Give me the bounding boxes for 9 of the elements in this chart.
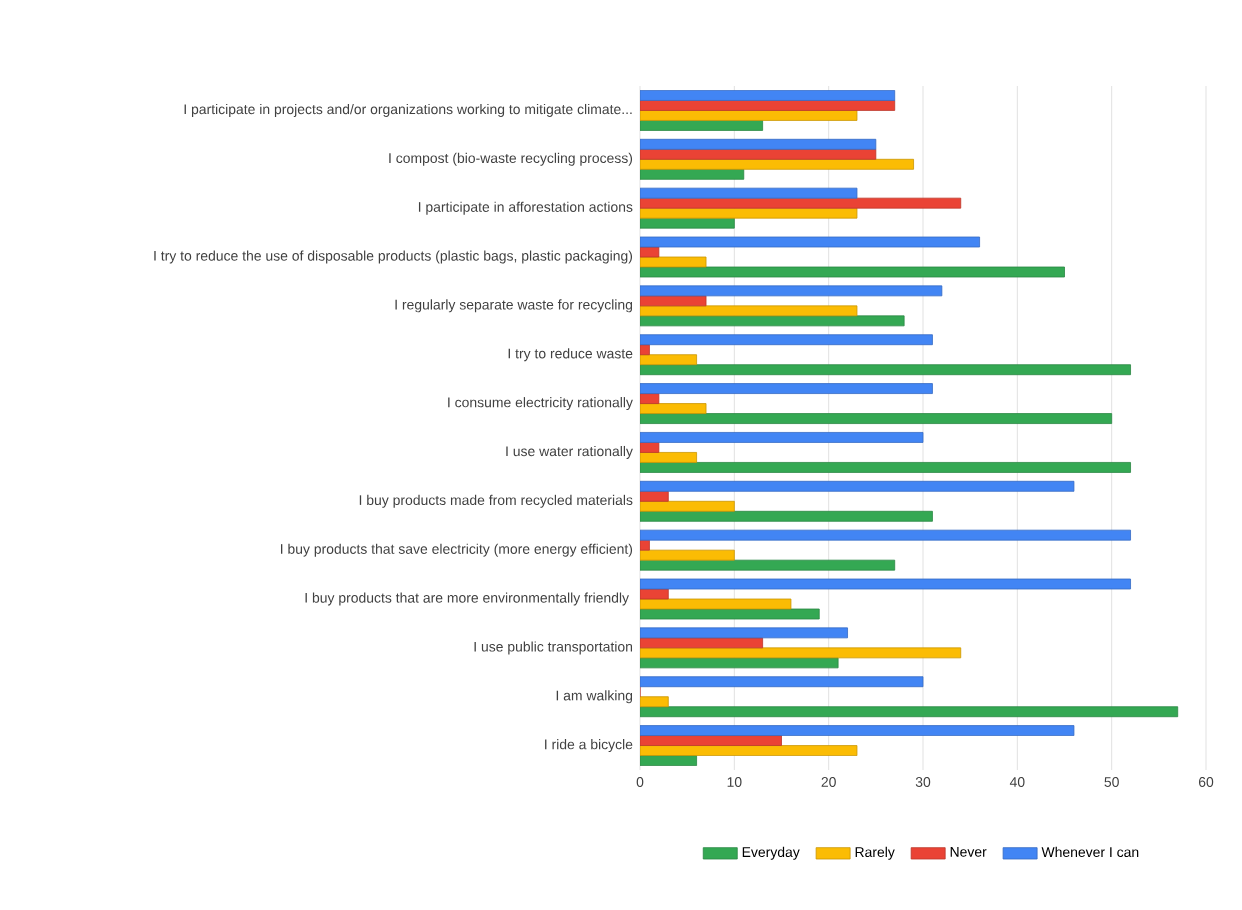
bar xyxy=(640,413,1113,424)
bar xyxy=(640,725,1075,736)
bar xyxy=(640,334,933,346)
bar xyxy=(640,706,1179,718)
bar xyxy=(640,510,933,522)
bar xyxy=(640,383,933,394)
bar xyxy=(640,480,1075,492)
bar xyxy=(640,462,1131,473)
bar xyxy=(640,364,1131,376)
